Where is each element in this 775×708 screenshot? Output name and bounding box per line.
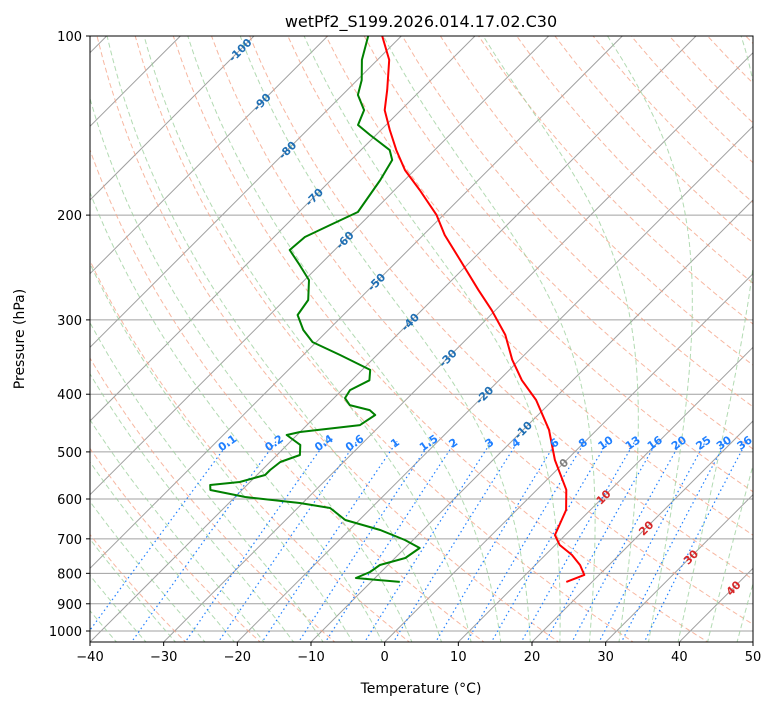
isotherm-line: [90, 36, 329, 275]
moist-adiabat-line: [677, 36, 753, 642]
x-tick-label: −10: [297, 650, 324, 665]
x-tick-label: 0: [381, 650, 389, 665]
dry-adiabat-line: [439, 36, 753, 366]
y-tick-label: 500: [57, 446, 82, 461]
dry-adiabat-line: [401, 36, 753, 408]
moist-adiabat-line: [303, 36, 561, 642]
dry-adiabat-line: [90, 533, 187, 642]
moist-adiabat-line: [90, 262, 354, 642]
y-tick-label: 400: [57, 388, 82, 403]
mixing-ratio-line: [466, 440, 586, 642]
mixing-ratio-line: [435, 440, 558, 642]
mixing-ratio-line: [324, 440, 456, 642]
moist-adiabat-line: [106, 36, 443, 642]
moist-adiabat-line: [187, 36, 502, 642]
dry-adiabat-line: [96, 36, 560, 642]
dry-adiabat-line: [134, 36, 634, 642]
y-tick-label: 1000: [49, 625, 82, 640]
mixing-ratio-line: [490, 440, 609, 642]
mixing-ratio-line: [620, 441, 727, 642]
isotherm-line: [236, 125, 753, 642]
isotherm-line: [604, 493, 753, 642]
mixing-ratio-line: [184, 440, 327, 642]
x-tick-label: 40: [671, 650, 688, 665]
mixing-ratio-line: [520, 440, 636, 642]
isotherm-line: [90, 36, 402, 349]
dry-adiabat-line: [90, 148, 485, 642]
moist-adiabat-line: [90, 461, 236, 642]
mixing-ratio-line: [598, 441, 707, 642]
moist-adiabat-line: [607, 36, 693, 642]
mixing-ratio-line: [643, 441, 748, 642]
y-tick-label: 700: [57, 533, 82, 548]
y-tick-label: 300: [57, 314, 82, 329]
moist-adiabat-line: [90, 418, 265, 642]
temperature-profile-line: [381, 36, 586, 583]
y-tick-label: 100: [57, 30, 82, 45]
moist-adiabat-line: [239, 36, 531, 642]
x-tick-label: −20: [224, 650, 251, 665]
background-lines: [90, 36, 753, 642]
isotherm-line: [90, 36, 623, 570]
dry-adiabat-line: [325, 36, 753, 493]
dry-adiabat-line: [90, 447, 261, 642]
moist-adiabat-line: [382, 36, 596, 642]
moist-adiabat-line: [90, 321, 324, 642]
y-axis-label: Pressure (hPa): [12, 289, 28, 389]
dewpoint-profile-line: [209, 36, 421, 583]
moist-adiabat-line: [90, 372, 295, 642]
dry-adiabat-line: [90, 259, 411, 642]
x-tick-label: 10: [450, 650, 467, 665]
isotherm-line: [90, 36, 255, 201]
dry-adiabat-line: [249, 36, 753, 580]
isotherm-line: [162, 51, 753, 642]
moist-adiabat-line: [143, 36, 472, 642]
mixing-ratio-line: [571, 441, 682, 642]
y-tick-label: 200: [57, 209, 82, 224]
moist-adiabat-line: [707, 463, 753, 642]
axes: −40 −30 −20 −10 0 10 20 30 40 50 100 200 300 400 500 60…: [49, 30, 761, 665]
isotherm-line: [383, 272, 753, 642]
y-tick-label: 800: [57, 567, 82, 582]
plot-frame: [89, 35, 754, 643]
y-tick-label: 600: [57, 493, 82, 508]
x-axis-label: Temperature (°C): [360, 681, 482, 697]
x-tick-label: −40: [76, 650, 103, 665]
moist-adiabat-line: [736, 582, 753, 642]
dry-adiabat-line: [90, 357, 336, 642]
mixing-ratio-line: [392, 440, 519, 642]
isotherm-line: [90, 36, 550, 496]
x-tick-label: −30: [150, 650, 177, 665]
isotherm-line: [90, 36, 697, 642]
chart-title: wetPf2_S199.2026.014.17.02.C30: [285, 12, 557, 32]
moist-adiabat-line: [90, 191, 383, 642]
x-tick-label: 20: [524, 650, 541, 665]
mixing-ratio-line: [544, 441, 658, 642]
moist-adiabat-line: [482, 36, 639, 642]
isotherm-line: [531, 420, 753, 642]
y-tick-label: 900: [57, 598, 82, 613]
dry-adiabat-line: [211, 36, 753, 625]
x-tick-label: 30: [597, 650, 614, 665]
dry-adiabat-line: [172, 36, 709, 642]
profile-lines: [209, 36, 586, 583]
x-tick-label: 50: [745, 650, 762, 665]
